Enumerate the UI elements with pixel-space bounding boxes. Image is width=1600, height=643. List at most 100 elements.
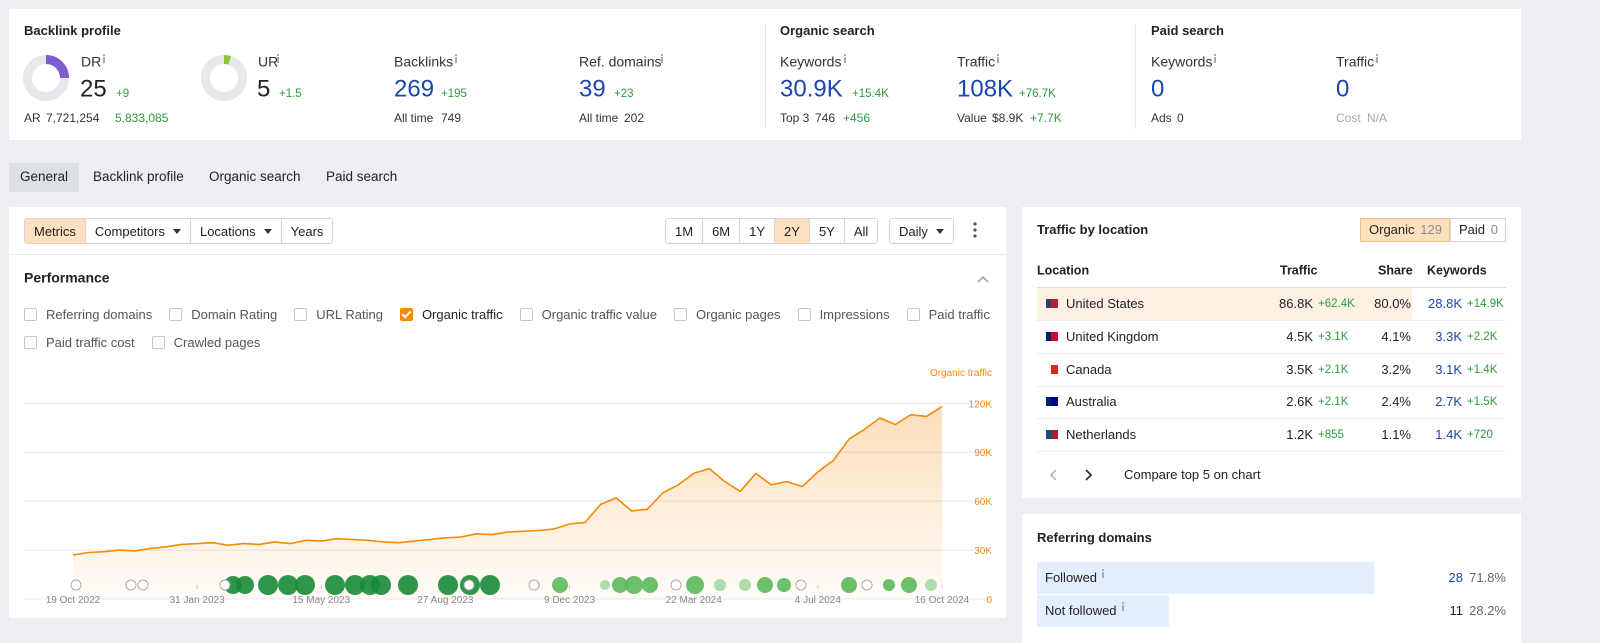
metric-label: Traffic [1336, 53, 1375, 70]
filter-label[interactable]: Organic [1369, 222, 1415, 238]
metric-label: Impressions [819, 306, 890, 322]
metric-label: Keywords [780, 53, 842, 70]
series-label: Organic traffic [930, 368, 992, 379]
event-marker [777, 578, 791, 592]
filter-count: 129 [1420, 222, 1442, 238]
metric-checkbox[interactable]: Organic traffic value [519, 305, 657, 323]
metric-value: 0 [1336, 75, 1350, 103]
metric-label: Backlinks [394, 53, 454, 70]
location-name: Canada [1066, 361, 1112, 377]
event-marker [371, 575, 391, 595]
tab[interactable]: Paid search [326, 168, 398, 184]
traffic-value: 1.2K [1286, 427, 1313, 443]
share-value: 2.4% [1381, 394, 1411, 410]
section-title: Organic search [780, 23, 875, 39]
x-tick-label: 31 Jan 2023 [170, 595, 225, 606]
event-marker [925, 579, 937, 591]
interval-button[interactable]: Daily [890, 219, 953, 243]
checkbox[interactable] [674, 307, 687, 321]
metric-checkbox[interactable]: Paid traffic [906, 305, 990, 323]
checkbox[interactable] [399, 307, 413, 321]
update-marker [670, 579, 682, 591]
toolbar-button[interactable]: All [843, 219, 878, 243]
info-icon [844, 54, 846, 63]
sub-value: 7,721,254 [46, 110, 100, 125]
sub-label: Cost [1336, 110, 1361, 125]
metric-delta: +15.4K [852, 88, 889, 101]
checkbox[interactable] [24, 307, 37, 321]
sub-value: 749 [441, 110, 462, 125]
toolbar-button[interactable]: 1M [666, 219, 703, 243]
info-icon [455, 54, 457, 63]
filter-button[interactable] [1360, 218, 1450, 242]
checkbox[interactable] [797, 307, 811, 321]
tab-active[interactable] [9, 163, 79, 192]
metric-checkbox[interactable]: Paid traffic cost [24, 333, 135, 351]
toolbar-button[interactable]: Locations [189, 219, 281, 243]
metric-label: Traffic [957, 53, 996, 70]
toolbar-button[interactable]: Years [280, 219, 333, 243]
pager[interactable] [1040, 465, 1100, 485]
tab[interactable]: Backlink profile [93, 168, 184, 184]
dr-arc [45, 55, 69, 79]
event-marker [438, 575, 458, 595]
tab[interactable]: Organic search [209, 168, 301, 184]
compare-link[interactable]: Compare top 5 on chart [1124, 467, 1261, 483]
event-marker [841, 577, 857, 593]
filter-button[interactable] [1450, 218, 1506, 242]
keywords-value[interactable]: 2.7K [1435, 394, 1462, 410]
checkbox[interactable] [151, 335, 165, 349]
location-name: United States [1066, 296, 1145, 312]
checkbox[interactable] [24, 335, 37, 349]
metric-label: Organic traffic [421, 306, 503, 322]
metric-label: Organic pages [696, 306, 781, 322]
metric-checkbox[interactable]: Referring domains [24, 305, 152, 323]
keywords-delta: +1.5K [1467, 396, 1498, 409]
event-marker [642, 577, 658, 593]
tab[interactable]: General [20, 168, 69, 184]
toolbar-button[interactable]: 6M [702, 219, 740, 243]
checkbox[interactable] [294, 307, 308, 321]
metric-checkbox[interactable]: Organic traffic [399, 305, 503, 323]
keywords-delta: +720 [1467, 429, 1493, 442]
filter-label[interactable]: Paid [1459, 222, 1486, 238]
section-title: Paid search [1151, 23, 1224, 39]
toolbar-button[interactable]: Metrics [25, 219, 85, 243]
toolbar-button[interactable]: Competitors [84, 219, 190, 243]
keywords-value[interactable]: 3.1K [1435, 361, 1462, 377]
location-name: United Kingdom [1066, 329, 1159, 344]
row-line [1037, 418, 1506, 420]
header-line [1037, 287, 1506, 288]
toolbar-button[interactable]: 2Y [774, 219, 809, 243]
interval-select[interactable]: Daily [889, 218, 954, 244]
event-marker [345, 575, 365, 595]
domain-count[interactable]: 28 [1448, 570, 1463, 586]
metric-label: UR [258, 53, 279, 70]
update-marker [861, 579, 873, 591]
info-icon [103, 54, 105, 63]
update-marker [137, 579, 149, 591]
metric-checkbox[interactable]: Organic pages [674, 305, 781, 323]
location-name: Australia [1066, 394, 1117, 410]
icons[interactable] [960, 220, 990, 290]
checkbox[interactable] [519, 307, 533, 321]
keywords-value[interactable]: 1.4K [1435, 427, 1462, 443]
metric-checkbox[interactable]: Domain Rating [169, 305, 277, 323]
metric-checkbox[interactable]: Impressions [797, 305, 890, 323]
info-icon [997, 54, 999, 63]
sub-value: $8.9K [992, 110, 1024, 125]
metric-checkbox[interactable]: Crawled pages [151, 333, 260, 351]
domain-type: Followed [1045, 570, 1098, 586]
metric-checkbox[interactable]: URL Rating [294, 305, 383, 323]
checkbox[interactable] [906, 307, 920, 321]
traffic-delta: +62.4K [1318, 298, 1355, 311]
event-marker [901, 577, 917, 593]
toolbar-button[interactable]: 1Y [739, 219, 775, 243]
metric-value: 25 [80, 75, 107, 103]
sub-value: 0 [1177, 110, 1184, 125]
traffic-value: 86.8K [1279, 296, 1313, 312]
keywords-value[interactable]: 28.8K [1428, 296, 1462, 312]
toolbar-button[interactable]: 5Y [808, 219, 844, 243]
keywords-value[interactable]: 3.3K [1435, 329, 1462, 344]
checkbox[interactable] [169, 307, 183, 321]
